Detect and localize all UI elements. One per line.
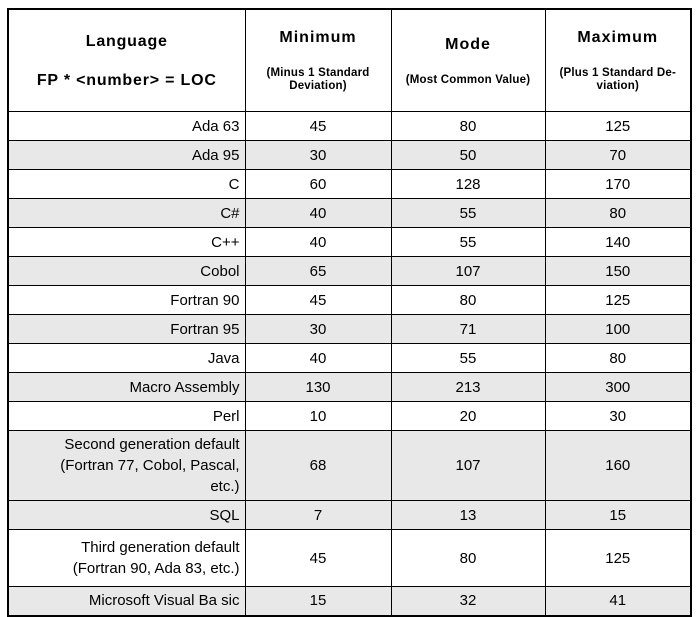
language-cell: Fortran 90	[7, 285, 246, 315]
header-row: Language FP * <number> = LOC Minimum (Mi…	[7, 8, 692, 112]
maximum-cell: 125	[544, 285, 692, 315]
maximum-cell: 150	[544, 256, 692, 286]
mode-header-subtitle: (Most Common Value)	[405, 73, 531, 86]
minimum-cell: 65	[244, 256, 392, 286]
maximum-cell: 80	[544, 343, 692, 373]
maximum-header-subtitle: (Plus 1 Standard De- viation)	[559, 67, 676, 92]
minimum-cell: 40	[244, 343, 392, 373]
maximum-cell: 80	[544, 198, 692, 228]
language-cell: Macro Assembly	[7, 372, 246, 402]
fp-to-loc-conversion-table: Language FP * <number> = LOC Minimum (Mi…	[7, 8, 692, 617]
language-cell: Microsoft Visual Ba sic	[7, 586, 246, 616]
mode-cell: 32	[390, 586, 546, 616]
mode-cell: 80	[390, 111, 546, 141]
table-row-sql: SQL 7 13 15	[7, 500, 692, 530]
minimum-cell: 60	[244, 169, 392, 199]
minimum-cell: 130	[244, 372, 392, 402]
mode-cell: 107	[390, 430, 546, 501]
mode-cell: 55	[390, 198, 546, 228]
table-row-cobol: Cobol 65 107 150	[7, 256, 692, 286]
mode-cell: 20	[390, 401, 546, 431]
maximum-cell: 15	[544, 500, 692, 530]
maximum-cell: 125	[544, 111, 692, 141]
minimum-cell: 30	[244, 314, 392, 344]
mode-cell: 80	[390, 285, 546, 315]
column-header-maximum: Maximum (Plus 1 Standard De- viation)	[544, 8, 692, 112]
column-header-mode: Mode (Most Common Value)	[390, 8, 546, 112]
table-row-microsoft-visual-basic: Microsoft Visual Ba sic 15 32 41	[7, 586, 692, 616]
language-cell: C	[7, 169, 246, 199]
mode-cell: 55	[390, 343, 546, 373]
mode-cell: 55	[390, 227, 546, 257]
table-row-ada-95: Ada 95 30 50 70	[7, 140, 692, 170]
language-cell: C++	[7, 227, 246, 257]
column-header-language: Language FP * <number> = LOC	[7, 8, 246, 112]
table-row-fortran-95: Fortran 95 30 71 100	[7, 314, 692, 344]
language-cell: Cobol	[7, 256, 246, 286]
table-row-ada-63: Ada 63 45 80 125	[7, 111, 692, 141]
mode-cell: 128	[390, 169, 546, 199]
language-cell: Fortran 95	[7, 314, 246, 344]
minimum-cell: 30	[244, 140, 392, 170]
language-cell: Perl	[7, 401, 246, 431]
language-header-formula: FP * <number> = LOC	[36, 71, 217, 89]
language-cell: C#	[7, 198, 246, 228]
language-cell: SQL	[7, 500, 246, 530]
table-row-third-generation-default: Third generation default (Fortran 90, Ad…	[7, 529, 692, 587]
mode-cell: 50	[390, 140, 546, 170]
maximum-header-title: Maximum	[577, 29, 659, 46]
minimum-cell: 45	[244, 111, 392, 141]
table-row-fortran-90: Fortran 90 45 80 125	[7, 285, 692, 315]
maximum-cell: 140	[544, 227, 692, 257]
table-row-cpp: C++ 40 55 140	[7, 227, 692, 257]
maximum-cell: 30	[544, 401, 692, 431]
maximum-cell: 41	[544, 586, 692, 616]
table-row-perl: Perl 10 20 30	[7, 401, 692, 431]
minimum-cell: 68	[244, 430, 392, 501]
mode-cell: 13	[390, 500, 546, 530]
language-cell: Third generation default (Fortran 90, Ad…	[7, 529, 246, 587]
table-row-second-generation-default: Second generation default (Fortran 77, C…	[7, 430, 692, 501]
maximum-cell: 160	[544, 430, 692, 501]
table-row-macro-assembly: Macro Assembly 130 213 300	[7, 372, 692, 402]
maximum-cell: 170	[544, 169, 692, 199]
maximum-cell: 100	[544, 314, 692, 344]
minimum-cell: 15	[244, 586, 392, 616]
table-row-c: C 60 128 170	[7, 169, 692, 199]
language-cell: Second generation default (Fortran 77, C…	[7, 430, 246, 501]
mode-cell: 107	[390, 256, 546, 286]
table-row-java: Java 40 55 80	[7, 343, 692, 373]
maximum-cell: 300	[544, 372, 692, 402]
mode-cell: 80	[390, 529, 546, 587]
minimum-cell: 7	[244, 500, 392, 530]
language-cell: Ada 95	[7, 140, 246, 170]
language-header-title: Language	[85, 32, 168, 50]
maximum-cell: 70	[544, 140, 692, 170]
minimum-header-subtitle: (Minus 1 Standard Deviation)	[266, 67, 370, 92]
minimum-cell: 40	[244, 227, 392, 257]
table-row-csharp: C# 40 55 80	[7, 198, 692, 228]
minimum-cell: 45	[244, 285, 392, 315]
minimum-header-title: Minimum	[279, 29, 357, 46]
language-cell: Ada 63	[7, 111, 246, 141]
mode-cell: 71	[390, 314, 546, 344]
mode-header-title: Mode	[445, 35, 491, 53]
language-cell: Java	[7, 343, 246, 373]
mode-cell: 213	[390, 372, 546, 402]
minimum-cell: 10	[244, 401, 392, 431]
column-header-minimum: Minimum (Minus 1 Standard Deviation)	[244, 8, 392, 112]
minimum-cell: 40	[244, 198, 392, 228]
